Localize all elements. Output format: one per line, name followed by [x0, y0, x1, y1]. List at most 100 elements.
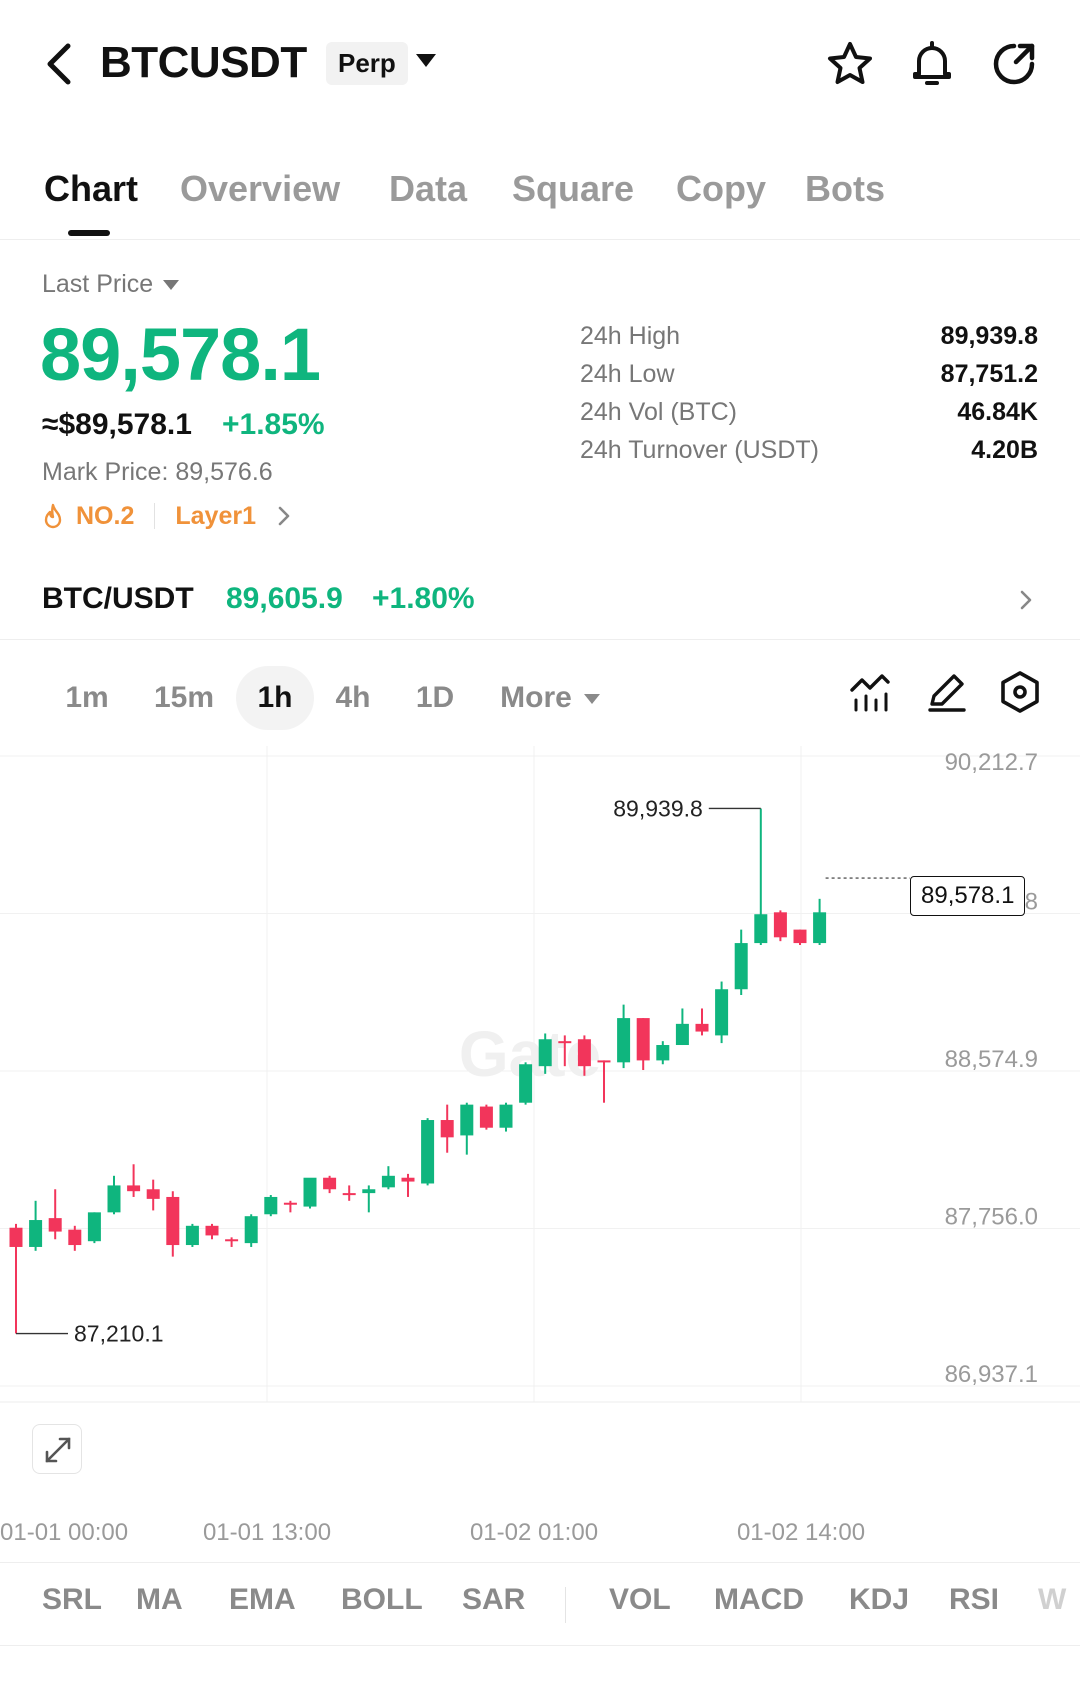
chevron-down-icon [163, 280, 180, 291]
back-chevron-icon[interactable] [40, 40, 80, 88]
candle [362, 1185, 376, 1213]
candle-body [225, 1239, 239, 1242]
tab-chart[interactable]: Chart [44, 168, 139, 209]
interval-more[interactable]: More [490, 666, 610, 730]
y-tick-label: 87,756.0 [945, 1204, 1038, 1231]
interval-toolbar: 1m 15m 1h 4h 1D More [0, 650, 1080, 746]
candle-body [9, 1227, 23, 1247]
candle-body [440, 1120, 454, 1138]
candle [754, 808, 768, 946]
x-tick-label: 01-02 14:00 [737, 1519, 865, 1546]
price-type-selector[interactable]: Last Price [42, 270, 180, 299]
high-price-label: 89,939.8 [613, 795, 703, 821]
candle [127, 1164, 141, 1197]
symbol-title[interactable]: BTCUSDT [100, 38, 307, 87]
x-tick-label: 01-02 01:00 [470, 1519, 598, 1546]
candle [48, 1189, 62, 1240]
candle [381, 1166, 395, 1190]
candle-body [715, 989, 729, 1036]
interval-1m[interactable]: 1m [65, 681, 109, 714]
indicator-srl[interactable]: SRL [42, 1583, 102, 1616]
candle [695, 1008, 709, 1036]
candle-body [87, 1212, 101, 1242]
spot-market-link[interactable]: BTC/USDT 89,605.9 +1.80% [0, 570, 1080, 640]
candle [146, 1179, 160, 1211]
rank-category-row[interactable]: NO.2 Layer1 [42, 500, 292, 532]
interval-1h[interactable]: 1h [236, 666, 314, 730]
candle [636, 1018, 650, 1071]
spot-price: 89,605.9 [226, 582, 343, 615]
candle-body [695, 1023, 709, 1032]
bell-icon[interactable] [908, 40, 956, 88]
candlestick-chart[interactable]: Gate 89,939.887,210.1 90,212.789,393.888… [0, 746, 1080, 1562]
indicator-ema[interactable]: EMA [229, 1583, 296, 1616]
stat-label: 24h Turnover (USDT) [580, 436, 819, 464]
candle-body [519, 1064, 533, 1103]
candle [401, 1173, 415, 1197]
candle-body [793, 929, 807, 944]
candle [225, 1237, 239, 1247]
indicator-ma[interactable]: MA [136, 1583, 183, 1616]
candle [440, 1104, 454, 1153]
star-icon[interactable] [826, 40, 874, 88]
candle-body [734, 943, 748, 990]
indicator-chart-icon[interactable] [848, 670, 892, 714]
tab-copy[interactable]: Copy [676, 168, 766, 209]
candle-body [205, 1225, 219, 1236]
indicator-macd[interactable]: MACD [714, 1583, 804, 1616]
candle-body [538, 1039, 552, 1067]
candle [323, 1175, 337, 1194]
chart-canvas: Gate 89,939.887,210.1 90,212.789,393.888… [0, 746, 1080, 1546]
candle-body [244, 1216, 258, 1244]
usd-equivalent-price: ≈$89,578.1 [42, 408, 192, 441]
interval-4h[interactable]: 4h [335, 681, 371, 714]
candle [264, 1195, 278, 1217]
candle-body [166, 1196, 180, 1246]
candle [734, 929, 748, 996]
pencil-draw-icon[interactable] [924, 670, 968, 714]
indicator-more[interactable]: W [1038, 1583, 1067, 1616]
stat-value: 89,939.8 [940, 322, 1038, 350]
candle [283, 1200, 297, 1213]
settings-hexagon-icon[interactable] [998, 670, 1042, 714]
candle-body [362, 1189, 376, 1194]
fullscreen-button[interactable] [32, 1424, 82, 1474]
candle [460, 1102, 474, 1155]
candle-body [421, 1120, 435, 1184]
candle-body [264, 1196, 278, 1215]
candle [421, 1118, 435, 1186]
tab-data[interactable]: Data [389, 168, 468, 209]
spot-change-percent: +1.80% [372, 582, 475, 615]
tab-square[interactable]: Square [512, 168, 635, 209]
candle [793, 929, 807, 946]
share-icon[interactable] [990, 40, 1038, 88]
stat-low: 24h Low 87,751.2 [580, 360, 1038, 398]
indicator-rsi[interactable]: RSI [949, 1583, 1000, 1616]
indicator-vol[interactable]: VOL [609, 1583, 671, 1616]
indicator-boll[interactable]: BOLL [341, 1583, 423, 1616]
24h-stats: 24h High 89,939.8 24h Low 87,751.2 24h V… [580, 322, 1038, 474]
mark-price-value: 89,576.6 [175, 458, 273, 486]
candle-body [499, 1104, 513, 1128]
candle-body [479, 1106, 493, 1128]
chevron-down-icon[interactable] [416, 54, 436, 67]
indicator-sar[interactable]: SAR [462, 1583, 526, 1616]
interval-15m[interactable]: 15m [153, 681, 215, 714]
category-tag[interactable]: Layer1 [175, 501, 256, 530]
tab-overview[interactable]: Overview [180, 168, 341, 209]
y-tick-label: 88,574.9 [945, 1046, 1038, 1073]
candle-body [48, 1218, 62, 1232]
candle-body [127, 1185, 141, 1192]
interval-1d[interactable]: 1D [415, 681, 455, 714]
last-price-marker: 89,578.1 [910, 876, 1026, 916]
tab-bots[interactable]: Bots [805, 168, 885, 209]
stat-label: 24h High [580, 322, 681, 350]
candle-body [401, 1177, 415, 1182]
contract-type-badge[interactable]: Perp [326, 42, 408, 85]
candle [773, 910, 787, 942]
indicator-kdj[interactable]: KDJ [849, 1583, 910, 1616]
stat-high: 24h High 89,939.8 [580, 322, 1038, 360]
candle-body [185, 1225, 199, 1246]
stat-value: 4.20B [971, 436, 1038, 464]
candle-body [558, 1041, 572, 1044]
